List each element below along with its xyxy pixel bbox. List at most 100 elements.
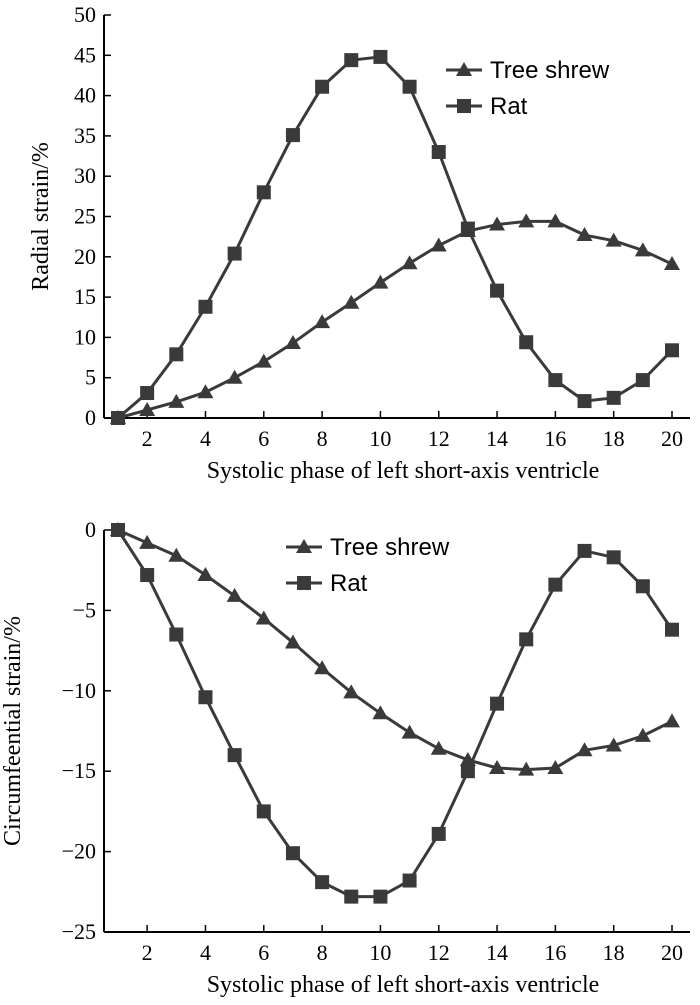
data-point [431, 145, 446, 160]
data-point [197, 384, 214, 399]
data-point [665, 622, 679, 637]
legend-entry: Tree shrew [286, 534, 450, 561]
data-point [198, 690, 213, 705]
data-point [460, 764, 475, 779]
data-point [548, 577, 563, 592]
data-point [139, 534, 156, 549]
data-point [490, 283, 505, 298]
data-point [168, 393, 185, 408]
x-tick-label: 12 [428, 426, 450, 451]
data-point [577, 394, 592, 409]
data-point [664, 256, 680, 271]
data-point [460, 221, 475, 236]
y-tick-label: 20 [74, 244, 96, 269]
legend-label: Tree shrew [490, 57, 610, 84]
y-tick-label: 0 [85, 517, 96, 542]
y-tick-label: 0 [85, 405, 96, 430]
series-line [116, 529, 674, 899]
x-tick-label: 14 [486, 426, 508, 451]
data-point [226, 369, 243, 384]
x-tick-label: 10 [369, 426, 391, 451]
x-tick-label: 18 [603, 940, 625, 965]
x-axis-title: Systolic phase of left short-axis ventri… [207, 972, 600, 998]
x-tick-label: 20 [661, 426, 683, 451]
data-point [606, 390, 621, 405]
data-point [140, 568, 155, 583]
data-point [547, 213, 564, 228]
y-tick-label: −10 [62, 678, 96, 703]
y-axis-title: Circumfeential strain/% [0, 616, 26, 846]
legend-entry: Rat [446, 93, 528, 120]
series-line [117, 219, 673, 420]
y-tick-label: 15 [74, 284, 96, 309]
legend-marker [457, 99, 471, 113]
data-point [343, 684, 360, 699]
x-tick-label: 2 [142, 426, 153, 451]
data-point [169, 627, 184, 642]
data-point [490, 696, 505, 711]
data-point [373, 49, 388, 64]
data-point [489, 759, 506, 774]
y-tick-label: 50 [74, 2, 96, 27]
x-tick-label: 8 [317, 426, 328, 451]
data-point [255, 353, 272, 368]
y-tick-label: 40 [74, 83, 96, 108]
x-tick-label: 20 [661, 940, 683, 965]
series-tree-shrew [110, 213, 680, 424]
chart-1: 0 5 10 15 20 25 30 35 40 45 50 2 4 6 8 10 12 14 16 18 20 Syst… [28, 2, 690, 484]
legend-marker [456, 62, 472, 76]
data-point [111, 523, 125, 537]
data-point [285, 846, 300, 861]
y-tick-label: −25 [62, 919, 96, 944]
data-point [430, 740, 447, 755]
legend-label: Rat [330, 570, 368, 597]
y-tick-label: 35 [74, 123, 96, 148]
data-point [314, 314, 331, 329]
data-point [111, 411, 125, 425]
y-axis-title: Radial strain/% [28, 142, 54, 291]
data-point [314, 660, 331, 675]
x-tick-label: 18 [603, 426, 625, 451]
legend-marker [296, 539, 312, 553]
legend-label: Tree shrew [330, 534, 450, 561]
data-point [255, 610, 272, 625]
legend-marker [297, 576, 311, 590]
data-point [635, 373, 650, 388]
data-point [606, 550, 621, 565]
data-point [402, 873, 417, 888]
data-point [664, 713, 680, 728]
data-point [605, 232, 622, 247]
data-point [226, 587, 243, 602]
data-point [197, 567, 214, 582]
legend-entry: Rat [286, 570, 368, 597]
x-tick-label: 2 [142, 940, 153, 965]
series-rat [111, 49, 679, 425]
data-point [139, 401, 156, 416]
data-point [431, 826, 446, 841]
data-point [343, 294, 360, 309]
data-point [518, 213, 535, 228]
y-tick-label: −15 [62, 758, 96, 783]
data-point [344, 889, 359, 904]
data-point [665, 343, 679, 358]
y-tick-label: 10 [74, 324, 96, 349]
data-point [519, 335, 534, 350]
x-tick-label: 4 [200, 426, 211, 451]
data-point [401, 724, 418, 739]
x-tick-label: 6 [258, 426, 269, 451]
data-point [634, 727, 651, 742]
data-point [285, 128, 300, 143]
data-point [635, 579, 650, 594]
x-tick-label: 16 [544, 940, 566, 965]
data-point [315, 875, 330, 890]
y-tick-label: 30 [74, 163, 96, 188]
x-axis-title: Systolic phase of left short-axis ventri… [207, 458, 600, 484]
y-tick-label: 5 [85, 365, 96, 390]
legend-entry: Tree shrew [446, 57, 610, 84]
y-tick-label: −20 [62, 839, 96, 864]
data-point [198, 299, 213, 314]
data-point [548, 373, 563, 388]
chart-2: 0 −5 −10 −15 −20 −25 2 4 6 8 10 12 14 16 18 20 Systolic … [0, 517, 690, 998]
data-point [284, 634, 301, 649]
data-point [401, 255, 418, 270]
